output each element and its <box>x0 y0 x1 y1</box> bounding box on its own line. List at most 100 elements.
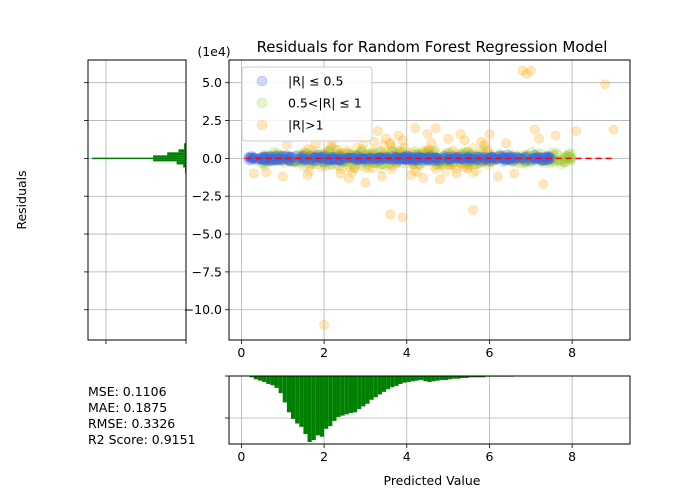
scatter-point-small <box>366 152 377 163</box>
scatter-point-medium <box>338 157 349 168</box>
scatter-point-large <box>437 158 448 169</box>
scatter-point-medium <box>518 154 528 165</box>
main-y-tick-label: 2.5 <box>202 113 222 128</box>
scatter-point-small <box>417 152 428 163</box>
scatter-point-medium <box>348 150 359 160</box>
scatter-point-large <box>385 209 396 220</box>
scatter-point-medium <box>308 159 319 170</box>
scatter-point-large <box>371 157 382 167</box>
scatter-point-medium <box>369 147 380 158</box>
scatter-point-small <box>305 154 316 165</box>
scatter-point-large <box>456 158 467 169</box>
scatter-point-large <box>409 166 420 177</box>
scatter-point-small <box>529 149 540 160</box>
scatter-point-medium <box>469 149 480 160</box>
scatter-point-medium <box>295 156 306 167</box>
scatter-point-medium <box>435 152 446 163</box>
scatter-point-medium <box>430 145 441 156</box>
scatter-point-large <box>335 168 346 179</box>
predicted-histogram-bar <box>464 376 469 378</box>
scatter-point-medium <box>479 156 490 167</box>
scatter-point-large <box>484 160 494 170</box>
scatter-point-large <box>385 160 396 171</box>
scatter-point-small <box>500 152 511 163</box>
scatter-point-small <box>321 152 332 163</box>
scatter-point-small <box>375 152 386 163</box>
scatter-point-medium <box>424 149 435 160</box>
scatter-point-large <box>464 150 475 160</box>
predicted-histogram-bar <box>262 376 267 382</box>
scatter-point-medium <box>543 152 554 163</box>
scatter-point-small <box>253 154 264 165</box>
scatter-point-small <box>399 154 410 165</box>
scatter-point-medium <box>545 156 556 167</box>
scatter-point-large <box>320 149 331 160</box>
scatter-point-small <box>457 154 468 165</box>
scatter-point-large <box>509 168 520 179</box>
scatter-point-medium <box>312 146 323 157</box>
scatter-point-large <box>479 149 490 160</box>
legend-box <box>241 66 373 142</box>
scatter-point-medium <box>360 163 371 174</box>
scatter-point-small <box>502 149 513 160</box>
scatter-point-medium <box>338 156 349 167</box>
scatter-point-small <box>262 154 273 165</box>
scatter-point-small <box>472 154 483 165</box>
scatter-point-medium <box>320 161 330 172</box>
scatter-point-small <box>539 154 550 165</box>
scatter-point-small <box>262 152 273 163</box>
scatter-point-medium <box>312 159 322 170</box>
scatter-point-large <box>352 142 362 153</box>
scatter-point-large <box>471 166 481 177</box>
scatter-point-small <box>248 152 259 163</box>
scatter-point-medium <box>459 149 470 160</box>
scatter-point-medium <box>542 150 553 161</box>
scatter-point-medium <box>285 156 296 167</box>
scatter-point-small <box>427 152 438 163</box>
predicted-histogram-bar <box>394 376 399 386</box>
predicted-histogram-bar <box>481 376 486 378</box>
scatter-point-large <box>299 148 310 159</box>
predicted-histogram-bar <box>336 376 341 417</box>
scatter-point-small <box>524 154 534 165</box>
scatter-point-large <box>478 157 489 168</box>
scatter-point-small <box>311 152 322 162</box>
scatter-point-large <box>468 167 479 178</box>
scatter-point-medium <box>356 154 366 165</box>
scatter-point-medium <box>307 152 318 162</box>
scatter-point-medium <box>417 146 428 156</box>
scatter-point-large <box>364 163 375 174</box>
scatter-point-medium <box>520 158 531 169</box>
scatter-point-large <box>377 171 387 182</box>
scatter-point-small <box>316 154 327 165</box>
scatter-point-small <box>401 154 411 165</box>
y-axis-label: Residuals <box>14 170 29 229</box>
scatter-point-medium <box>327 143 338 153</box>
scatter-point-medium <box>482 154 493 165</box>
scatter-point-medium <box>456 148 467 159</box>
scatter-point-medium <box>548 149 559 160</box>
scatter-point-small <box>542 152 553 163</box>
scatter-point-large <box>463 149 474 160</box>
scatter-point-large <box>463 160 474 171</box>
scatter-point-small <box>261 154 272 165</box>
scatter-point-medium <box>459 154 470 165</box>
scatter-point-large <box>304 160 315 171</box>
scatter-point-medium <box>320 154 330 165</box>
scatter-point-small <box>268 152 279 162</box>
scatter-point-large <box>390 150 400 161</box>
scatter-point-medium <box>367 158 378 168</box>
scatter-point-small <box>257 154 268 165</box>
scatter-point-medium <box>548 154 559 165</box>
scatter-point-large <box>399 142 410 153</box>
scatter-point-small <box>504 154 514 165</box>
scatter-point-medium <box>564 152 575 163</box>
scatter-point-large <box>341 147 351 158</box>
scatter-point-medium <box>336 148 347 158</box>
predicted-histogram-bar <box>344 376 349 415</box>
scatter-point-small <box>543 154 554 165</box>
scatter-point-small <box>431 154 442 165</box>
scatter-point-large <box>414 159 425 170</box>
scatter-point-medium <box>379 155 390 165</box>
scatter-point-medium <box>518 154 529 165</box>
